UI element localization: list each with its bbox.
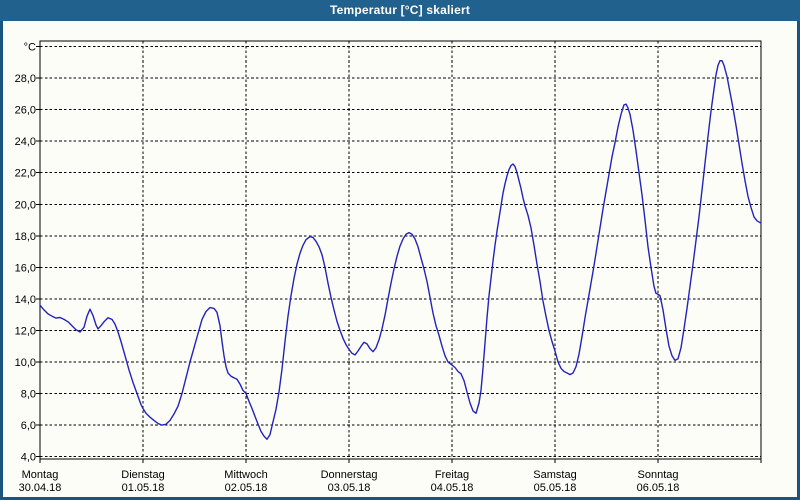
x-axis-day-label: Dienstag [121,469,164,481]
y-axis-label: 24,0 [15,136,36,148]
x-axis-day-label: Freitag [435,469,469,481]
x-axis-day-label: Mittwoch [224,469,267,481]
y-axis-label: 12,0 [15,325,36,337]
temperature-chart-canvas: 28,0 26,0 24,0 22,0 20,0 18,0 16,0 14,0 12,0 10,0… [15,40,762,494]
window-title-bar: Temperatur [°C] skaliert [0,0,800,21]
x-axis-day-label: Samstag [533,469,576,481]
y-axis-label: 14,0 [15,294,36,306]
y-axis-label: 4,0 [21,452,36,464]
x-axis-date-label: 01.05.18 [122,482,165,494]
y-axis-label: 20,0 [15,199,36,211]
y-axis-label: 16,0 [15,262,36,274]
x-axis-day-label: Sonntag [638,469,679,481]
y-axis-label: 6,0 [21,420,36,432]
x-axis-date-label: 02.05.18 [225,482,268,494]
y-axis-label: 28,0 [15,73,36,85]
plot-border [39,40,762,460]
y-axis-label: 22,0 [15,168,36,180]
y-axis-label: 26,0 [15,105,36,117]
window-title: Temperatur [°C] skaliert [329,3,471,17]
x-axis-date-label: 04.05.18 [431,482,474,494]
y-axis-label: 10,0 [15,357,36,369]
x-axis-day-label: Donnerstag [321,469,378,481]
x-axis-date-label: 06.05.18 [637,482,680,494]
y-axis-unit-label: °C [24,42,36,54]
x-axis-date-label: 30.04.18 [19,482,62,494]
x-axis-day-label: Montag [22,469,59,481]
y-axis-label: 8,0 [21,389,36,401]
y-axis-label: 18,0 [15,231,36,243]
temperature-line [39,60,762,440]
x-axis-date-label: 05.05.18 [534,482,577,494]
x-axis-date-label: 03.05.18 [328,482,371,494]
